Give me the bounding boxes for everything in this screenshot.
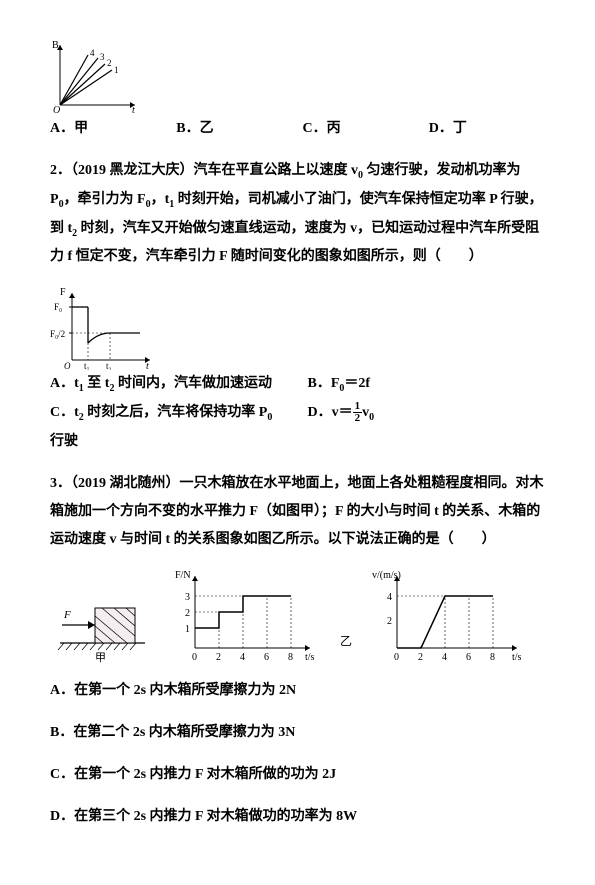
q2-options-row2: C．t2 时刻之后，汽车将保持功率 P0 行驶 D．v＝12v0 <box>50 399 545 456</box>
svg-text:t₂: t₂ <box>106 361 112 370</box>
svg-text:O: O <box>64 361 71 370</box>
q3-fig-label: 乙 <box>340 629 352 663</box>
q3-figures: F 甲 F/N t/s 1 2 3 0 2 4 6 8 乙 <box>50 568 545 663</box>
q3-opt-c: C．在第一个 2s 内推力 F 对木箱所做的功为 2J <box>50 761 545 789</box>
q1-opt-c: C．丙 <box>303 115 419 143</box>
q2-opt-b: B．F0＝2f <box>308 370 546 399</box>
svg-text:F/N: F/N <box>175 570 191 581</box>
svg-text:F₀/2: F₀/2 <box>50 329 65 339</box>
svg-text:1: 1 <box>185 624 190 635</box>
svg-text:6: 6 <box>264 652 269 663</box>
q2-opt-a: A．t1 至 t2 时间内，汽车做加速运动 <box>50 370 288 399</box>
svg-text:v/(m/s): v/(m/s) <box>372 570 401 581</box>
svg-text:8: 8 <box>288 652 293 663</box>
q3-body: 3．（2019 湖北随州）一只木箱放在水平地面上，地面上各处粗糙程度相同。对木箱… <box>50 470 545 554</box>
q1-options: A．甲 B．乙 C．丙 D．丁 <box>50 115 545 143</box>
q2-body: 2．（2019 黑龙江大庆）汽车在平直公路上以速度 v0 匀速行驶，发动机功率为… <box>50 157 545 271</box>
svg-text:4: 4 <box>387 592 392 603</box>
svg-text:4: 4 <box>442 652 447 663</box>
svg-text:t: t <box>132 105 135 115</box>
svg-text:F: F <box>60 287 66 298</box>
svg-text:F₀: F₀ <box>54 302 62 312</box>
q3-opt-a: A．在第一个 2s 内木箱所受摩擦力为 2N <box>50 677 545 705</box>
svg-text:甲: 甲 <box>95 652 106 663</box>
svg-text:t/s: t/s <box>512 652 522 663</box>
q3-opt-b: B．在第二个 2s 内木箱所受摩擦力为 3N <box>50 719 545 747</box>
q2-options-row1: A．t1 至 t2 时间内，汽车做加速运动 B．F0＝2f <box>50 370 545 399</box>
q1-graph: B O t 4 3 2 1 <box>50 40 545 115</box>
svg-text:3: 3 <box>100 52 105 62</box>
q3-opt-d: D．在第三个 2s 内推力 F 对木箱做功的功率为 8W <box>50 803 545 831</box>
svg-text:t/s: t/s <box>305 652 315 663</box>
svg-text:2: 2 <box>185 608 190 619</box>
q1-opt-a: A．甲 <box>50 115 166 143</box>
q2-graph: F O t F₀ F₀/2 t₁ t₂ <box>50 285 545 370</box>
svg-text:t: t <box>146 361 149 370</box>
svg-text:8: 8 <box>490 652 495 663</box>
svg-text:4: 4 <box>240 652 245 663</box>
svg-text:3: 3 <box>185 592 190 603</box>
q3-fig-vt: v/(m/s) t/s 2 4 0 2 4 6 8 <box>372 568 527 663</box>
q3-fig-ft: F/N t/s 1 2 3 0 2 4 6 8 <box>170 568 320 663</box>
svg-text:0: 0 <box>192 652 197 663</box>
svg-text:4: 4 <box>90 48 95 58</box>
q1-opt-b: B．乙 <box>176 115 292 143</box>
svg-text:6: 6 <box>466 652 471 663</box>
svg-text:1: 1 <box>114 65 119 75</box>
svg-text:2: 2 <box>418 652 423 663</box>
svg-text:O: O <box>53 105 60 115</box>
q1-opt-d: D．丁 <box>429 115 545 143</box>
q2-opt-d: D．v＝12v0 <box>308 399 546 456</box>
svg-text:t₁: t₁ <box>84 361 90 370</box>
svg-text:B: B <box>52 40 59 51</box>
svg-text:F: F <box>63 609 71 621</box>
svg-text:2: 2 <box>107 58 112 68</box>
q2-opt-c: C．t2 时刻之后，汽车将保持功率 P0 行驶 <box>50 399 288 456</box>
svg-text:0: 0 <box>394 652 399 663</box>
svg-text:2: 2 <box>387 616 392 627</box>
svg-text:2: 2 <box>216 652 221 663</box>
q3-fig-box: F 甲 <box>50 588 150 663</box>
